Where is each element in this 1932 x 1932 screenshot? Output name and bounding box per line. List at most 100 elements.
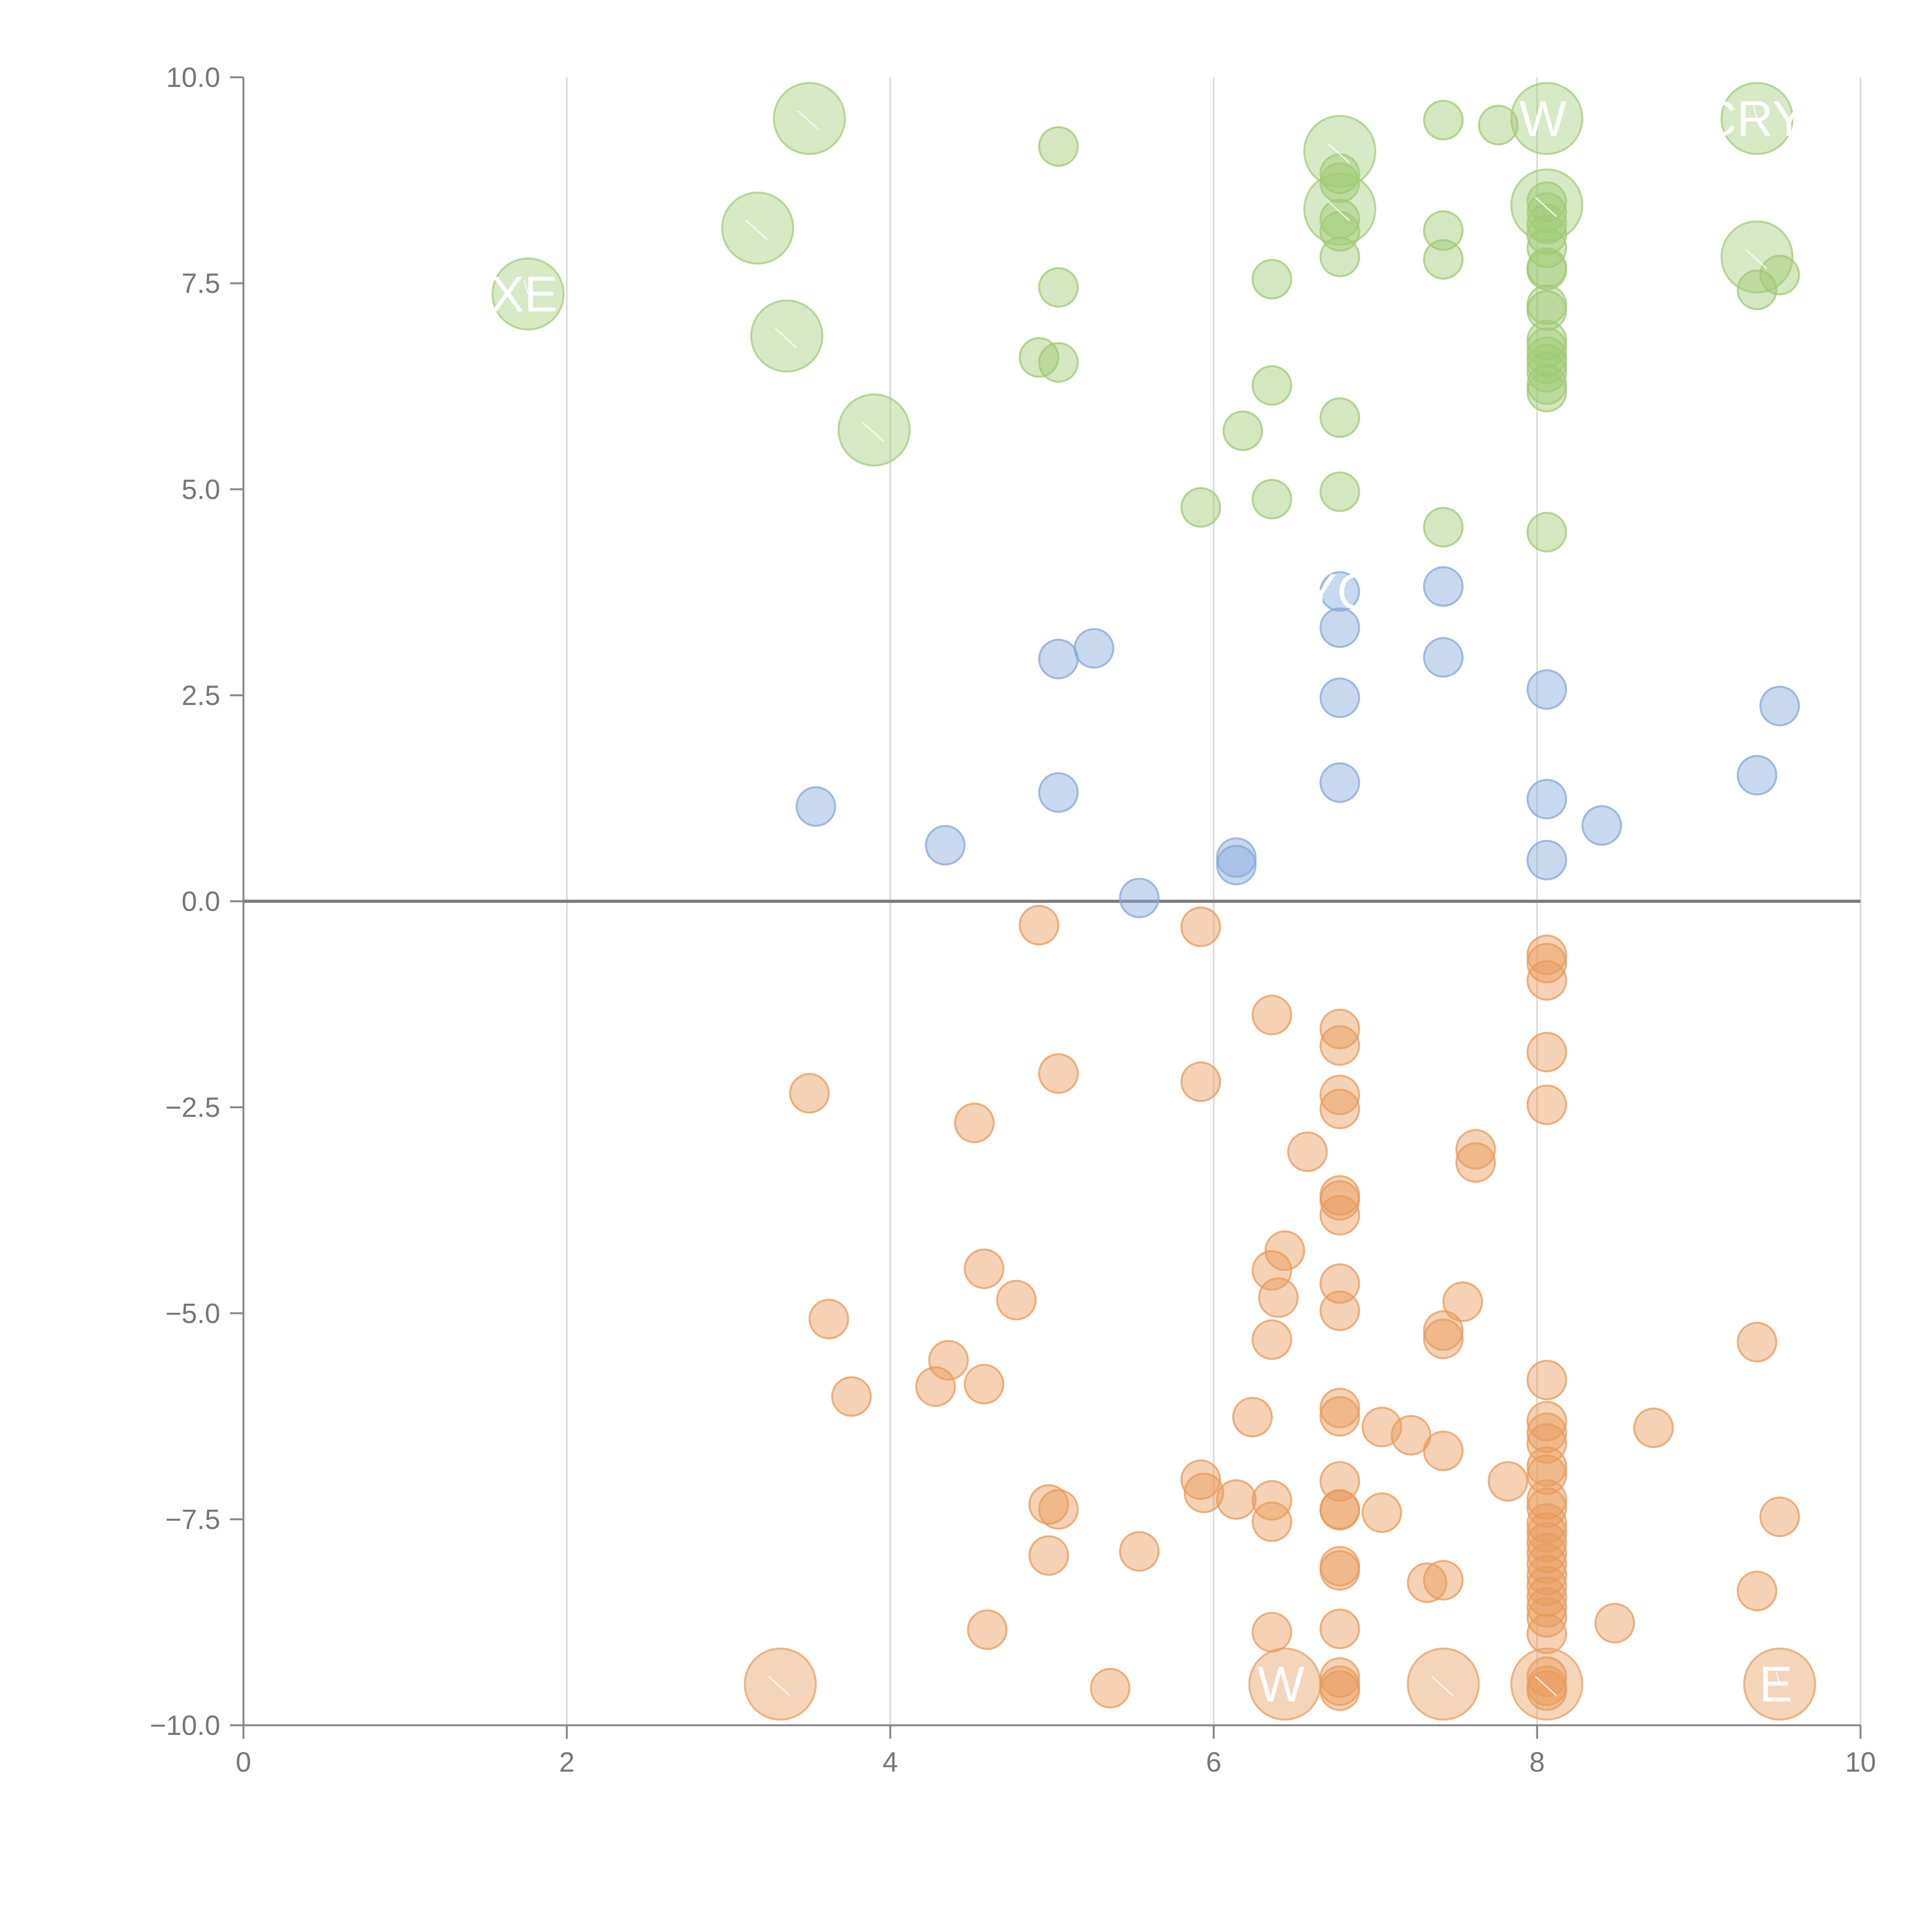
green-bubble-22[interactable] [1526, 327, 1567, 368]
orange-bubble-54[interactable] [1488, 1461, 1529, 1502]
blue-bubble-7[interactable] [1319, 677, 1360, 718]
orange-bubble-63[interactable] [1526, 1479, 1567, 1520]
orange-bubble-70[interactable] [1119, 1531, 1160, 1572]
green-bubble-4[interactable] [1319, 162, 1360, 203]
blue-bubble-10[interactable] [1736, 755, 1777, 796]
orange-bubble-47[interactable] [1391, 1415, 1432, 1456]
orange-bubble-22[interactable] [1264, 1230, 1305, 1271]
orange-bubble-24[interactable] [964, 1248, 1005, 1289]
orange-bubble-30[interactable] [808, 1299, 849, 1340]
green-bubble-13[interactable] [1526, 192, 1567, 233]
orange-big-1[interactable] [743, 1647, 817, 1721]
orange-bubble-86[interactable] [1252, 1612, 1293, 1653]
orange-bubble-71[interactable] [1028, 1535, 1069, 1576]
green-bubble-31[interactable] [1038, 342, 1079, 383]
orange-bubble-72[interactable] [1526, 1532, 1567, 1573]
blue-bubble-6[interactable] [1526, 669, 1567, 710]
orange-bubble-12[interactable] [1319, 1075, 1360, 1116]
orange-bubble-39[interactable] [1526, 1359, 1567, 1400]
orange-bubble-41[interactable] [1319, 1396, 1360, 1437]
green-big-4[interactable] [1303, 115, 1376, 188]
orange-bubble-49[interactable] [1423, 1430, 1464, 1471]
blue-bubble-11[interactable] [1526, 779, 1567, 820]
orange-bubble-35[interactable] [928, 1340, 969, 1381]
orange-bubble-46[interactable] [1633, 1407, 1674, 1448]
orange-bubble-18[interactable] [1455, 1142, 1496, 1183]
orange-bubble-1[interactable] [1180, 906, 1221, 947]
green-bubble-39[interactable] [1526, 512, 1567, 553]
orange-bubble-56[interactable] [1216, 1479, 1257, 1520]
blue-bubble-18[interactable] [1526, 840, 1567, 881]
orange-bubble-83[interactable] [1526, 1597, 1567, 1638]
orange-bubble-34[interactable] [1736, 1321, 1777, 1362]
blue-bubble-9[interactable] [1319, 762, 1360, 803]
blue-bubble-4[interactable] [1038, 639, 1079, 680]
orange-bubble-20[interactable] [1319, 1180, 1360, 1221]
orange-bubble-37[interactable] [964, 1364, 1005, 1405]
orange-bubble-44[interactable] [1526, 1412, 1567, 1453]
blue-bubble-19[interactable] [1119, 878, 1160, 918]
blue-bubble-15[interactable] [925, 825, 966, 866]
orange-bubble-94[interactable] [1319, 1670, 1360, 1711]
orange-bubble-7[interactable] [1319, 1025, 1360, 1066]
orange-bubble-16[interactable] [1287, 1131, 1328, 1172]
blue-bubble-3[interactable] [1073, 628, 1114, 669]
orange-bubble-81[interactable] [1526, 1576, 1567, 1617]
orange-bubble-61[interactable] [1319, 1490, 1360, 1531]
green-bubble-36[interactable] [1252, 479, 1293, 520]
green-bubble-35[interactable] [1180, 487, 1221, 528]
green-big-6[interactable] [1510, 168, 1583, 242]
orange-bubble-0[interactable] [1019, 905, 1060, 946]
green-bubble-8[interactable] [1423, 210, 1464, 251]
green-bubble-9[interactable] [1423, 239, 1464, 280]
orange-bubble-15[interactable] [954, 1102, 995, 1143]
orange-bubble-42[interactable] [1232, 1396, 1273, 1437]
orange-bubble-69[interactable] [1526, 1522, 1567, 1563]
orange-bubble-5[interactable] [1252, 995, 1293, 1036]
orange-bubble-52[interactable] [1180, 1459, 1221, 1500]
blue-bubble-13[interactable] [795, 786, 836, 827]
orange-bubble-48[interactable] [1526, 1423, 1567, 1464]
orange-bubble-53[interactable] [1319, 1461, 1360, 1502]
orange-bubble-77[interactable] [1406, 1562, 1447, 1603]
orange-bubble-17[interactable] [1455, 1129, 1496, 1170]
green-big-11[interactable] [837, 393, 911, 467]
green-bubble-14[interactable] [1526, 204, 1567, 245]
green-bubble-32[interactable] [1252, 365, 1293, 406]
orange-bubble-11[interactable] [1180, 1061, 1221, 1102]
orange-bubble-32[interactable] [1423, 1318, 1464, 1359]
orange-bubble-3[interactable] [1526, 942, 1567, 983]
blue-bubble-8[interactable] [1759, 685, 1800, 726]
blue-bubble-5[interactable] [1423, 637, 1464, 678]
blue-bubble-0[interactable] [1319, 571, 1360, 612]
orange-bubble-95[interactable] [1090, 1668, 1131, 1709]
green-bubble-20[interactable] [1526, 290, 1567, 331]
green-bubble-7[interactable] [1319, 236, 1360, 277]
orange-bubble-21[interactable] [1319, 1195, 1360, 1236]
orange-bubble-26[interactable] [1258, 1277, 1299, 1318]
orange-bubble-14[interactable] [1526, 1084, 1567, 1125]
orange-bubble-73[interactable] [1526, 1543, 1567, 1584]
green-bubble-10[interactable] [1252, 259, 1293, 299]
orange-bubble-4[interactable] [1526, 960, 1567, 1001]
green-bubble-2[interactable] [1478, 105, 1519, 146]
orange-bubble-23[interactable] [1252, 1250, 1293, 1291]
orange-big-4[interactable] [1510, 1647, 1583, 1721]
orange-bubble-68[interactable] [1526, 1512, 1567, 1553]
green-bubble-38[interactable] [1423, 507, 1464, 548]
green-bubble-33[interactable] [1222, 410, 1263, 451]
orange-bubble-84[interactable] [1594, 1603, 1635, 1644]
blue-bubble-2[interactable] [1319, 607, 1360, 648]
orange-bubble-50[interactable] [1526, 1446, 1567, 1487]
blue-bubble-1[interactable] [1423, 566, 1464, 607]
orange-bubble-33[interactable] [1252, 1319, 1293, 1360]
green-big-10[interactable] [750, 299, 823, 373]
green-bubble-27[interactable] [1526, 372, 1567, 413]
orange-bubble-51[interactable] [1526, 1454, 1567, 1495]
orange-bubble-75[interactable] [1319, 1550, 1360, 1591]
orange-bubble-78[interactable] [1423, 1560, 1464, 1601]
orange-bubble-89[interactable] [1526, 1656, 1567, 1697]
orange-bubble-88[interactable] [1526, 1613, 1567, 1654]
orange-bubble-87[interactable] [1319, 1608, 1360, 1649]
blue-bubble-17[interactable] [1216, 845, 1257, 886]
